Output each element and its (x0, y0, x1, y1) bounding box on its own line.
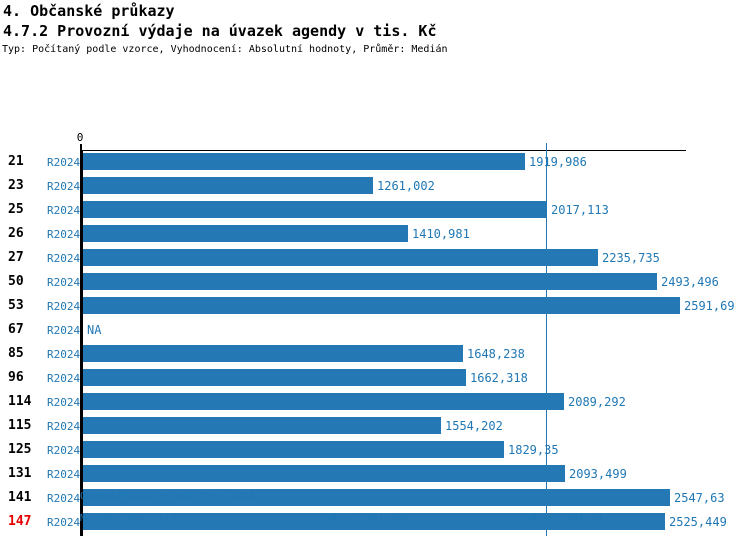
bar-chart: 0 21 R2024 1919,986 23 R2024 1261,002 25 R2024 2… (0, 60, 750, 536)
bar-value-label: 1554,202 (445, 419, 503, 433)
bar (83, 345, 463, 362)
row-category-label: 26 (8, 226, 24, 241)
bar (83, 297, 680, 314)
footer-min-label: Min: 1261,002 (330, 513, 409, 524)
bar-value-label: 2017,113 (551, 203, 609, 217)
bar (83, 225, 408, 242)
row-category-label: 131 (8, 466, 32, 481)
bar-value-label: 2089,292 (568, 395, 626, 409)
bar (83, 177, 373, 194)
row-series-label: R2024 (47, 468, 81, 481)
row-category-label: 114 (8, 394, 32, 409)
bar (83, 369, 466, 386)
bar (83, 465, 565, 482)
footer-max-label: Max: 2591,69 (530, 513, 603, 524)
footer-period-label: Období[R2024]: Realita - 2024 (80, 491, 255, 502)
row-category-label: 85 (8, 346, 24, 361)
x-axis-zero-tick (80, 144, 82, 150)
bar-value-label: 1662,318 (470, 371, 528, 385)
row-series-label: R2024 (47, 444, 81, 457)
row-series-label: R2024 (47, 276, 81, 289)
bar-value-label: 2093,499 (569, 467, 627, 481)
row-category-label: 27 (8, 250, 24, 265)
bar-value-label: 1919,986 (529, 155, 587, 169)
page-title: 4. Občanské průkazy (3, 2, 175, 20)
row-category-label: 21 (8, 154, 24, 169)
row-series-label: R2024 (47, 516, 81, 529)
row-series-label: R2024 (47, 372, 81, 385)
chart-meta-line: Typ: Počítaný podle vzorce, Vyhodnocení:… (2, 44, 448, 55)
row-category-label: 53 (8, 298, 24, 313)
x-axis-zero-tick-label: 0 (76, 131, 84, 144)
bar-value-label: 2547,63 (674, 491, 725, 505)
row-category-label: 50 (8, 274, 24, 289)
bar (83, 441, 504, 458)
row-category-label: 25 (8, 202, 24, 217)
x-axis-line (80, 150, 686, 151)
bar (83, 393, 564, 410)
row-series-label: R2024 (47, 324, 81, 337)
bar (83, 489, 670, 506)
row-category-label: 115 (8, 418, 32, 433)
bar-value-label: 2591,69 (684, 299, 735, 313)
row-series-label: R2024 (47, 156, 81, 169)
bar-value-label: 1410,981 (412, 227, 470, 241)
row-category-label: 141 (8, 490, 32, 505)
bar-value-label: 2525,449 (669, 515, 727, 529)
row-series-label: R2024 (47, 348, 81, 361)
row-series-label: R2024 (47, 420, 81, 433)
bar-value-label: 2493,496 (661, 275, 719, 289)
median-reference-line (546, 143, 547, 536)
bar (83, 153, 525, 170)
bar-value-label: 1648,238 (467, 347, 525, 361)
missing-value-label: NA (87, 323, 102, 337)
row-series-label: R2024 (47, 180, 81, 193)
bar-value-label: 1829,35 (508, 443, 559, 457)
row-category-label: 67 (8, 322, 24, 337)
row-category-label: 147 (8, 514, 32, 529)
row-category-label: 125 (8, 442, 32, 457)
bar-value-label: 2235,735 (602, 251, 660, 265)
row-series-label: R2024 (47, 204, 81, 217)
bar (83, 273, 657, 290)
y-axis-line (80, 150, 83, 536)
bar-value-label: 1261,002 (377, 179, 435, 193)
row-series-label: R2024 (47, 396, 81, 409)
chart-title: 4.7.2 Provozní výdaje na úvazek agendy v… (3, 22, 437, 40)
row-series-label: R2024 (47, 492, 81, 505)
row-category-label: 96 (8, 370, 24, 385)
row-series-label: R2024 (47, 252, 81, 265)
row-series-label: R2024 (47, 300, 81, 313)
footer-median-label: Medián: 2017,113 (80, 513, 177, 524)
bar (83, 201, 547, 218)
bar (83, 417, 441, 434)
bar (83, 249, 598, 266)
row-series-label: R2024 (47, 228, 81, 241)
row-category-label: 23 (8, 178, 24, 193)
bar (83, 513, 665, 530)
